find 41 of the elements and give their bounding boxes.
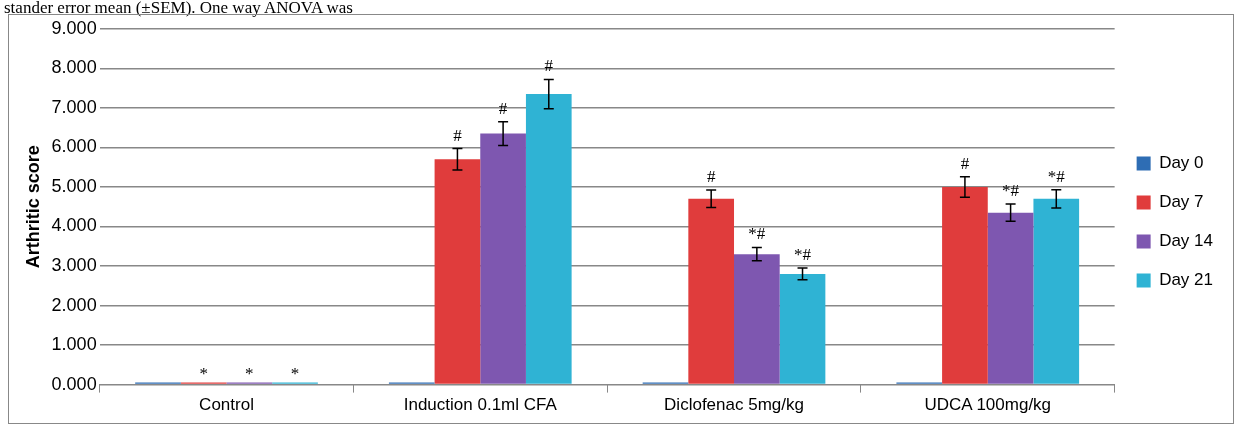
- y-axis-title: Arthritic score: [22, 145, 43, 269]
- bar: [779, 273, 826, 384]
- y-tick-label: 5.000: [51, 175, 97, 196]
- data-label: *: [245, 363, 254, 383]
- x-tick-label: Induction 0.1ml CFA: [403, 395, 558, 415]
- legend-label: Day 0: [1159, 153, 1204, 173]
- data-label: *#: [748, 224, 766, 244]
- legend-label: Day 7: [1159, 192, 1204, 212]
- bar: [434, 159, 481, 384]
- x-tick-label: Diclofenac 5mg/kg: [664, 395, 804, 415]
- data-label: #: [498, 98, 508, 118]
- data-label: *#: [1047, 166, 1066, 186]
- x-tick-label: UDCA 100mg/kg: [924, 395, 1052, 415]
- y-tick-label: 6.000: [51, 136, 97, 157]
- data-label: *: [199, 363, 208, 383]
- x-tick-label: Control: [199, 395, 254, 415]
- bar: [688, 198, 735, 384]
- bar: [1033, 198, 1080, 384]
- data-label: #: [706, 167, 716, 187]
- y-tick-label: 0.000: [51, 373, 97, 394]
- y-tick-label: 3.000: [51, 254, 97, 275]
- data-label: #: [453, 125, 463, 145]
- text: stander error mean (±SEM). One way ANOVA was: [4, 0, 353, 17]
- data-label: *: [290, 363, 300, 383]
- bar: [942, 186, 988, 384]
- bar: [734, 254, 780, 384]
- y-tick-label: 9.000: [51, 17, 97, 38]
- legend-label: Day 21: [1159, 270, 1214, 290]
- data-label: #: [960, 153, 970, 173]
- data-label: *#: [1002, 180, 1020, 200]
- legend-label: Day 14: [1159, 231, 1214, 251]
- y-tick-label: 4.000: [51, 215, 97, 236]
- y-tick-label: 2.000: [51, 294, 97, 315]
- y-tick-label: 1.000: [51, 334, 97, 355]
- y-tick-label: 8.000: [51, 57, 97, 78]
- bar: [525, 94, 572, 384]
- data-label: *#: [794, 244, 812, 264]
- data-label: #: [544, 56, 554, 76]
- bar: [987, 212, 1034, 384]
- y-tick-label: 7.000: [51, 96, 97, 117]
- bar: [480, 133, 526, 384]
